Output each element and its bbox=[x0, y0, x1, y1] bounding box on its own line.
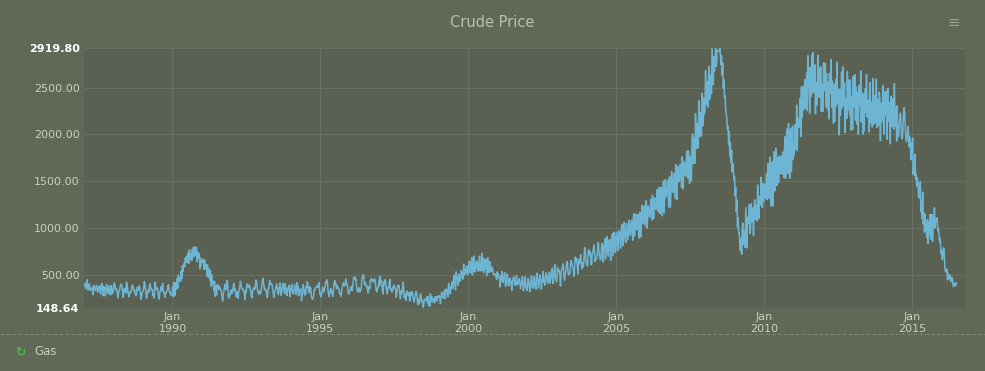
Text: Crude Price: Crude Price bbox=[450, 15, 535, 30]
Text: Gas: Gas bbox=[34, 345, 57, 358]
Text: ≡: ≡ bbox=[948, 15, 960, 30]
Text: ↻: ↻ bbox=[15, 345, 26, 358]
